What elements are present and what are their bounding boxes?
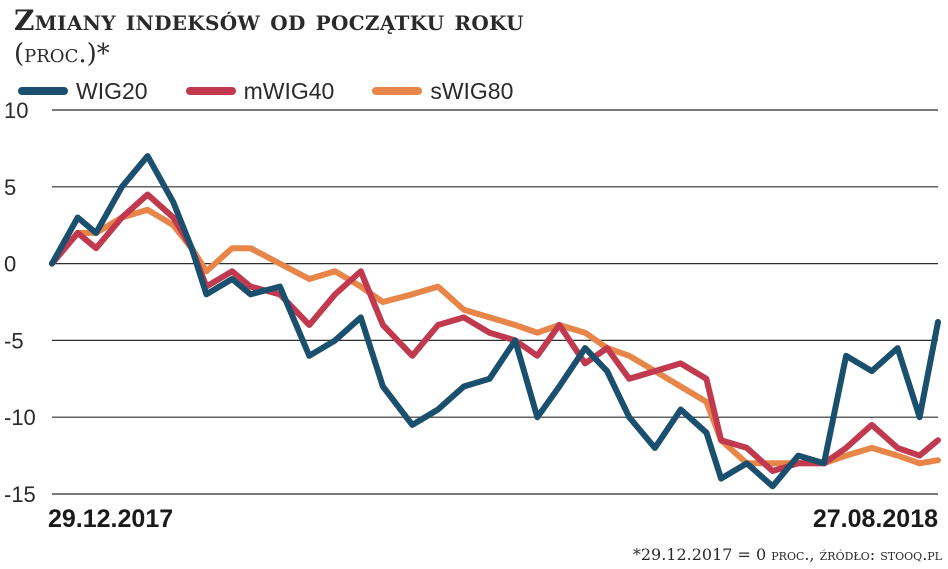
x-start-label: 29.12.2017 [48,505,173,533]
series-line-wig20 [49,153,941,490]
legend-swatch-mwig40 [185,87,236,95]
y-tick-label: 5 [4,175,16,200]
series-lines [49,153,941,490]
grid-lines [52,109,938,495]
y-tick-label: -15 [4,482,36,507]
legend-label-swig80: sWIG80 [430,77,514,104]
y-tick-label: -10 [4,405,36,430]
y-tick-label: -5 [4,328,24,353]
y-tick-label: 0 [4,252,16,277]
x-end-label: 27.08.2018 [813,505,938,533]
y-tick-label: 10 [4,98,28,123]
chart-subtitle: (proc.)* [14,39,110,69]
legend-item-wig20: WIG20 [18,78,148,105]
legend-swatch-wig20 [18,87,68,95]
y-tick-labels: 10 5 0 -5 -10 -15 [4,98,36,507]
legend-swatch-swig80 [372,87,423,95]
legend: WIG20 mWIG40 sWIG80 [18,78,551,104]
footnote: *29.12.2017 = 0 proc., źródło: stooq.pl [632,545,942,564]
legend-label-mwig40: mWIG40 [243,77,335,104]
legend-item-swig80: sWIG80 [372,78,513,105]
legend-item-mwig40: mWIG40 [185,77,335,105]
legend-label-wig20: WIG20 [76,77,148,104]
chart-title: Zmiany indeksów od początku roku [14,4,524,37]
